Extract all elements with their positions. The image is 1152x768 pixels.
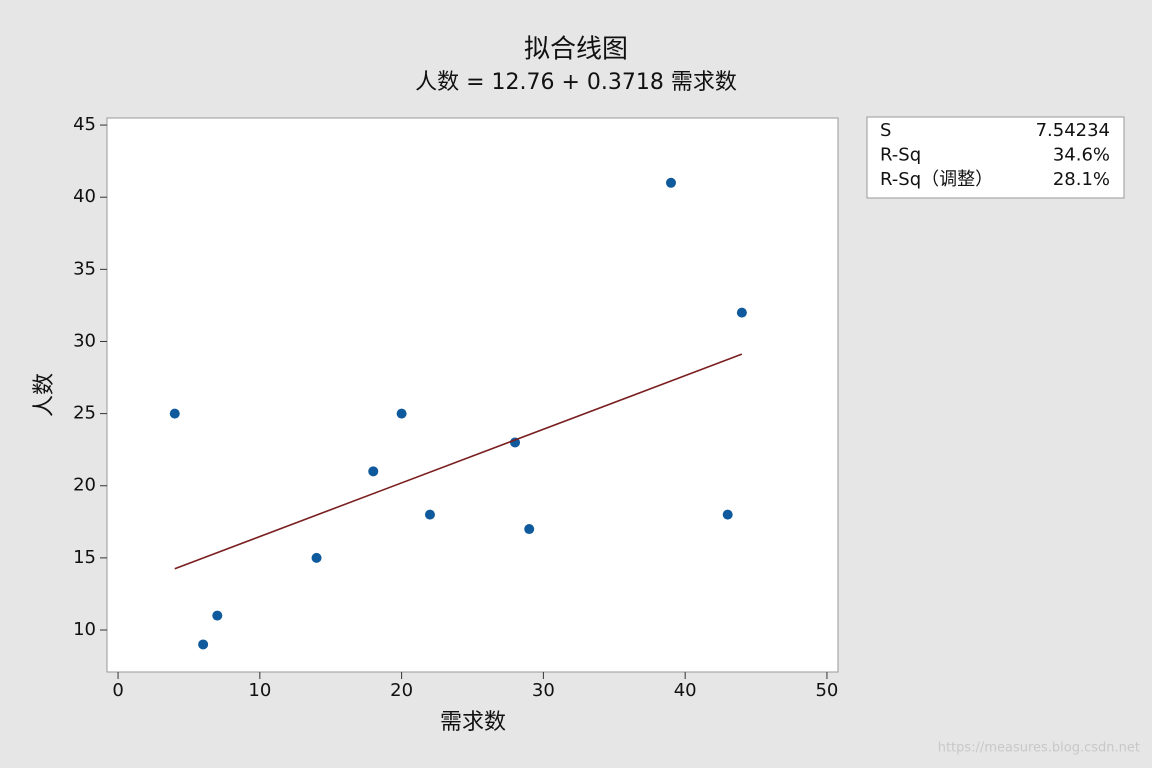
- y-tick-label: 10: [73, 619, 96, 640]
- point: [424, 509, 435, 520]
- chart-title: 拟合线图: [524, 35, 628, 65]
- point: [510, 437, 521, 448]
- y-tick-label: 20: [73, 475, 96, 496]
- x-tick-label: 20: [390, 680, 413, 701]
- point: [368, 466, 379, 477]
- stat-value: 34.6%: [1053, 145, 1110, 166]
- watermark: https://measures.blog.csdn.net: [938, 741, 1140, 756]
- point: [311, 552, 322, 563]
- point: [169, 408, 180, 419]
- x-tick-label: 30: [532, 680, 555, 701]
- chart-subtitle: 人数 = 12.76 + 0.3718 需求数: [415, 70, 737, 95]
- stat-label: S: [880, 120, 891, 141]
- stats-box: [866, 116, 1125, 199]
- stat-value: 7.54234: [1036, 120, 1110, 141]
- y-tick-label: 40: [73, 186, 96, 207]
- x-tick-label: 0: [112, 680, 123, 701]
- point: [722, 509, 733, 520]
- x-tick-label: 50: [815, 680, 838, 701]
- y-tick-label: 45: [73, 114, 96, 135]
- point: [212, 610, 223, 621]
- y-tick-label: 30: [73, 330, 96, 351]
- point: [665, 177, 676, 188]
- stat-label: R-Sq（调整）: [880, 169, 993, 190]
- point: [396, 408, 407, 419]
- y-tick-label: 25: [73, 403, 96, 424]
- y-tick-label: 15: [73, 547, 96, 568]
- x-axis-label: 需求数: [440, 710, 506, 735]
- stat-label: R-Sq: [880, 145, 921, 166]
- point: [524, 524, 535, 535]
- plot-area: [106, 117, 839, 673]
- x-tick-label: 40: [674, 680, 697, 701]
- point: [198, 639, 209, 650]
- fit-line: [174, 353, 743, 570]
- y-axis-label: 人数: [32, 373, 57, 417]
- x-tick-label: 10: [248, 680, 271, 701]
- y-tick-label: 35: [73, 258, 96, 279]
- point: [736, 307, 747, 318]
- stat-value: 28.1%: [1053, 169, 1110, 190]
